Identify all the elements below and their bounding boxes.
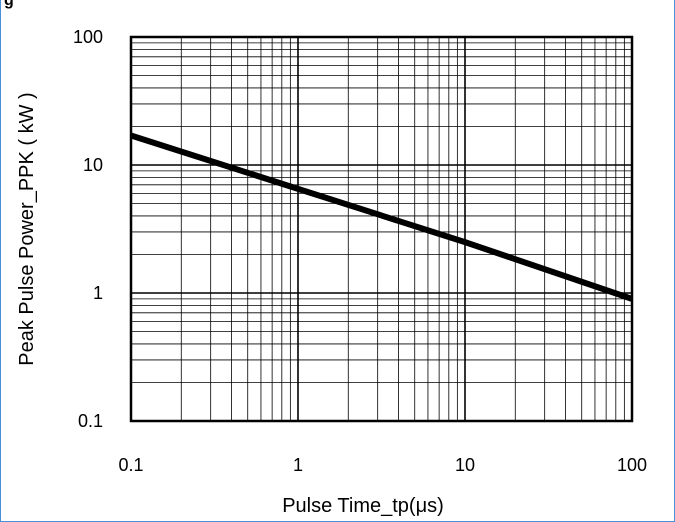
y-tick-label: 100: [73, 27, 103, 47]
series-group: [130, 132, 633, 302]
y-tick-labels: 0.1 1 10 100: [73, 27, 103, 431]
y-axis-label: Peak Pulse Power_PPK ( kW ): [16, 92, 38, 365]
x-tick-label: 10: [455, 455, 475, 475]
x-tick-label: 100: [617, 455, 647, 475]
y-tick-label: 10: [83, 155, 103, 175]
x-axis-label: Pulse Time_tp(μs): [282, 495, 444, 517]
x-tick-label: 1: [293, 455, 303, 475]
figure-header: g: [4, 0, 14, 9]
x-tick-label: 0.1: [118, 455, 143, 475]
y-tick-label: 1: [93, 283, 103, 303]
x-tick-labels: 0.1 1 10 100: [118, 455, 647, 475]
grid: [131, 37, 632, 421]
plot-frame: [129, 35, 634, 423]
y-tick-label: 0.1: [78, 411, 103, 431]
series-line-0: [130, 132, 633, 302]
